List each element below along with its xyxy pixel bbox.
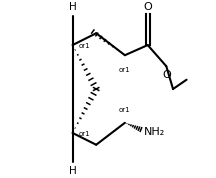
Text: O: O [143, 2, 152, 12]
Text: or1: or1 [119, 67, 131, 73]
Text: NH₂: NH₂ [144, 127, 166, 137]
Text: or1: or1 [78, 43, 90, 49]
Text: or1: or1 [119, 107, 131, 113]
Text: O: O [162, 70, 171, 80]
Text: H: H [69, 2, 76, 12]
Text: or1: or1 [78, 131, 90, 137]
Text: H: H [69, 166, 76, 176]
